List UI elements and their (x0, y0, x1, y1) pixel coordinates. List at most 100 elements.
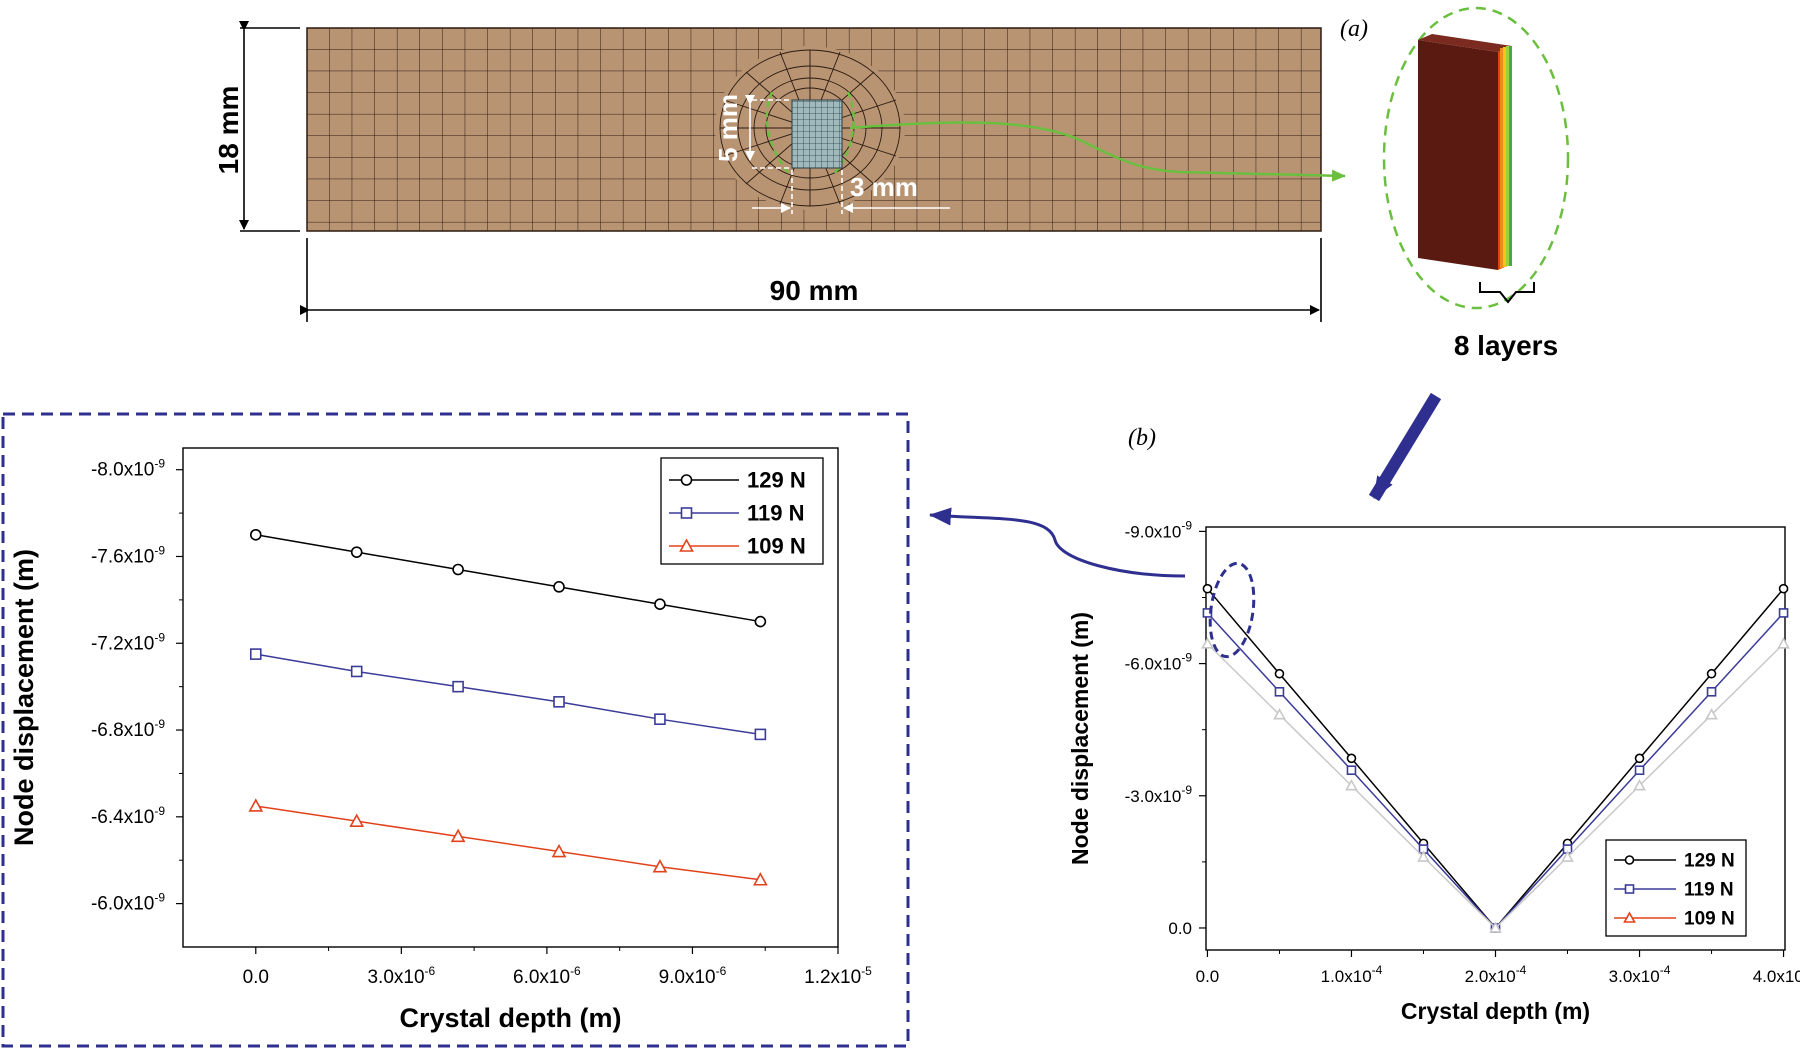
inner-height-label: 5 mm (713, 94, 743, 162)
width-dimension-label: 90 mm (770, 275, 859, 306)
data-point (1346, 765, 1357, 776)
y-tick-label-exponent: -9 (1181, 783, 1192, 797)
y-tick-label-exponent: -9 (154, 543, 165, 557)
legend-label: 119 N (747, 501, 805, 526)
x-tick-label-exponent: -6 (570, 964, 581, 978)
x-tick-label-exponent: -4 (1516, 963, 1527, 977)
data-point (1706, 668, 1717, 679)
data-point (452, 680, 464, 693)
panel-a-label: (a) (1340, 16, 1368, 42)
data-point (1417, 850, 1430, 862)
legend-marker (679, 538, 694, 552)
data-point (1705, 708, 1718, 720)
y-tick-label-exponent: -9 (1181, 651, 1192, 665)
data-point (753, 872, 768, 886)
y-tick-label-exponent: -9 (154, 630, 165, 644)
layer-stack (1418, 34, 1512, 270)
x-axis-label: Crystal depth (m) (399, 1003, 621, 1033)
data-point (1778, 608, 1789, 618)
zoom-region-highlight (1208, 561, 1256, 659)
y-tick-label: -6.0x10-9 (1125, 651, 1193, 674)
inner-height-dimension (752, 99, 790, 169)
data-point (654, 598, 666, 611)
data-point (1706, 686, 1717, 697)
y-tick-label-exponent: -9 (154, 457, 165, 471)
y-axis-label: Node displacement (m) (1067, 612, 1093, 865)
x-tick-label: 3.0x10-6 (367, 964, 435, 988)
y-tick-label-exponent: -9 (154, 717, 165, 731)
x-tick-label: 0.0 (243, 967, 269, 988)
layers-highlight-ellipse (1382, 6, 1570, 310)
data-point (1274, 686, 1285, 697)
data-point (1346, 753, 1357, 764)
legend-label: 109 N (747, 534, 806, 559)
x-tick-label: 1.2x10-5 (804, 964, 872, 988)
data-point (754, 728, 767, 741)
data-point (1489, 921, 1502, 933)
data-point (1634, 765, 1645, 776)
x-tick-label-exponent: -4 (1372, 963, 1383, 977)
data-point (553, 696, 565, 708)
legend-label: 129 N (747, 468, 806, 493)
data-point (1633, 778, 1646, 791)
legend-marker (680, 507, 693, 519)
inner-width-dimension (752, 170, 950, 214)
x-tick-label: 4.0x10-4 (1753, 963, 1800, 986)
y-tick-label: -6.4x10-9 (91, 804, 165, 828)
y-tick-label: -7.2x10-9 (91, 630, 165, 654)
zoom-chart-frame (1, 412, 910, 1048)
panel-a: 18 mm 90 mm 5 mm 3 mm (213, 6, 1570, 361)
x-tick-label: 6.0x10-6 (513, 964, 581, 988)
legend-marker (1624, 855, 1635, 865)
x-tick-label: 0.0 (1196, 967, 1220, 986)
inner-width-label: 3 mm (850, 172, 918, 202)
x-tick-label-exponent: -4 (1660, 963, 1671, 977)
panel-b-label: (b) (1128, 425, 1156, 451)
data-point (1777, 637, 1790, 649)
data-point (450, 828, 466, 843)
zoom-down-arrow (1368, 392, 1442, 502)
zoom-left-arrow (929, 507, 1186, 578)
y-tick-label: -9.0x10-9 (1125, 518, 1193, 541)
height-dimension-label: 18 mm (213, 86, 244, 175)
legend-marker (680, 474, 693, 486)
y-tick-label: -8.0x10-9 (91, 457, 165, 481)
width-dimension (300, 238, 1322, 322)
data-point (1778, 583, 1789, 594)
data-point (249, 528, 262, 541)
data-point (1634, 753, 1645, 764)
data-point (1201, 637, 1214, 649)
crystal-region (791, 99, 843, 169)
data-point (1345, 778, 1358, 791)
y-axis-label: Node displacement (m) (9, 549, 39, 846)
height-dimension (239, 21, 300, 232)
legend-label: 109 N (1684, 909, 1735, 930)
y-tick-label: -6.0x10-9 (91, 891, 165, 915)
plot-frame (182, 447, 839, 948)
legend-label: 119 N (1684, 880, 1734, 901)
data-point (1561, 850, 1574, 862)
series-line-2 (255, 805, 761, 881)
x-tick-label-exponent: -5 (861, 964, 872, 978)
data-point (349, 813, 365, 827)
y-tick-label: 0.0 (1168, 919, 1192, 938)
data-point (551, 843, 567, 858)
x-tick-label: 3.0x10-4 (1609, 963, 1671, 986)
x-axis-label: Crystal depth (m) (1401, 998, 1590, 1024)
data-point (754, 615, 767, 628)
x-tick-label: 1.0x10-4 (1321, 963, 1383, 986)
full-chart: 0.0 1.0x10-4 2.0x10-4 3.0x10-4 4.0x10-4 0.0 -3… (1067, 518, 1800, 1024)
layers-label: 8 layers (1454, 330, 1558, 361)
data-point (248, 798, 264, 812)
data-point (350, 546, 363, 558)
y-tick-label: -3.0x10-9 (1125, 783, 1193, 806)
y-tick-label-exponent: -9 (154, 804, 165, 818)
data-point (350, 665, 363, 678)
data-point (452, 563, 464, 576)
layers-brace (1479, 282, 1535, 304)
series-line-1 (255, 653, 761, 736)
x-tick-label: 2.0x10-4 (1465, 963, 1527, 986)
data-point (1273, 708, 1286, 720)
data-point (652, 859, 668, 873)
data-point (1202, 583, 1213, 594)
